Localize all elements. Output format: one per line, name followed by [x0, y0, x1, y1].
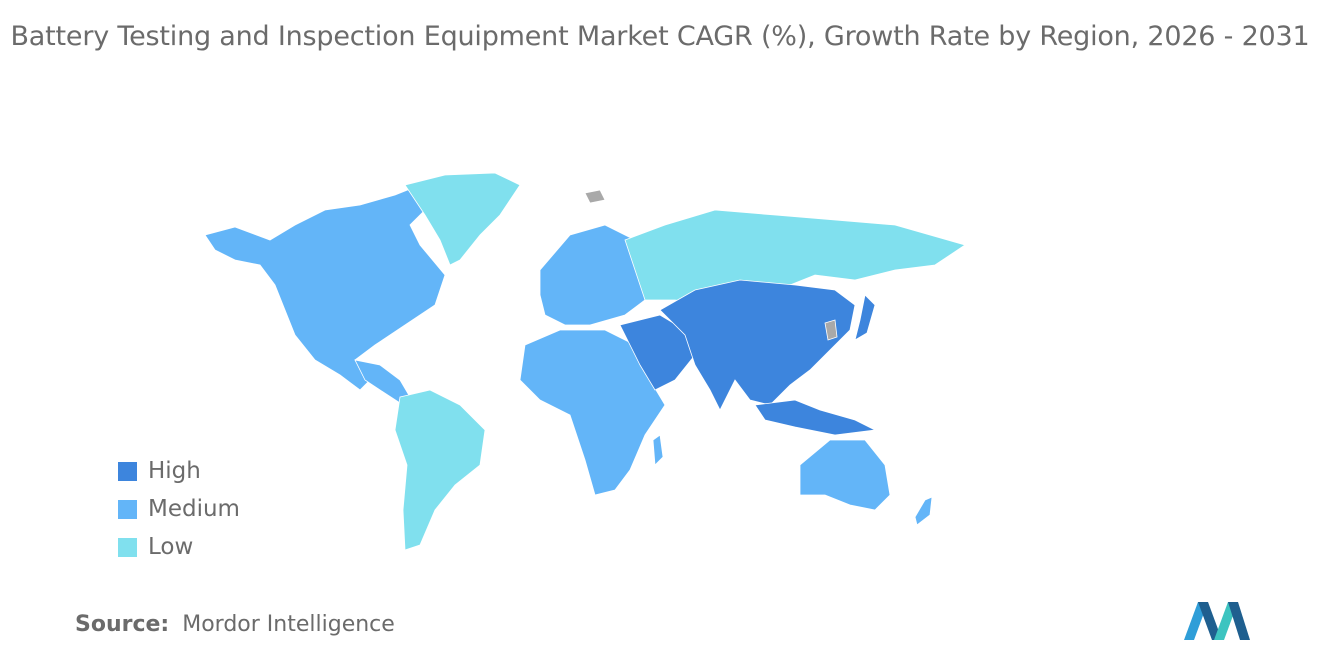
region-korea-no-data: [824, 319, 838, 341]
world-map: [195, 165, 995, 565]
source-line: Source: Mordor Intelligence: [75, 612, 395, 637]
region-greenland: [404, 172, 521, 266]
region-middle-east: [619, 314, 696, 391]
region-indonesia: [754, 399, 877, 436]
region-russia: [624, 209, 966, 306]
region-africa: [519, 329, 666, 496]
region-new-zealand: [914, 496, 933, 526]
legend-item-medium: Medium: [118, 490, 240, 528]
legend-item-high: High: [118, 452, 240, 490]
region-japan: [854, 294, 876, 341]
region-north-america: [204, 184, 446, 391]
legend-swatch-medium: [118, 499, 137, 519]
legend-swatch-low: [118, 537, 137, 557]
region-madagascar: [652, 434, 664, 466]
source-key: Source:: [75, 612, 170, 637]
region-south-america: [394, 389, 486, 551]
legend-label-high: High: [148, 458, 201, 484]
region-australia: [799, 439, 891, 511]
region-asia: [659, 279, 856, 411]
legend: High Medium Low: [118, 452, 240, 566]
legend-label-medium: Medium: [148, 496, 240, 522]
legend-item-low: Low: [118, 528, 240, 566]
legend-swatch-high: [118, 461, 137, 481]
source-value: Mordor Intelligence: [182, 612, 395, 637]
region-europe: [539, 224, 646, 326]
legend-label-low: Low: [148, 534, 194, 560]
region-svalbard-no-data: [584, 189, 606, 204]
chart-title: Battery Testing and Inspection Equipment…: [10, 21, 1310, 52]
mordor-intelligence-logo: [1184, 602, 1250, 640]
